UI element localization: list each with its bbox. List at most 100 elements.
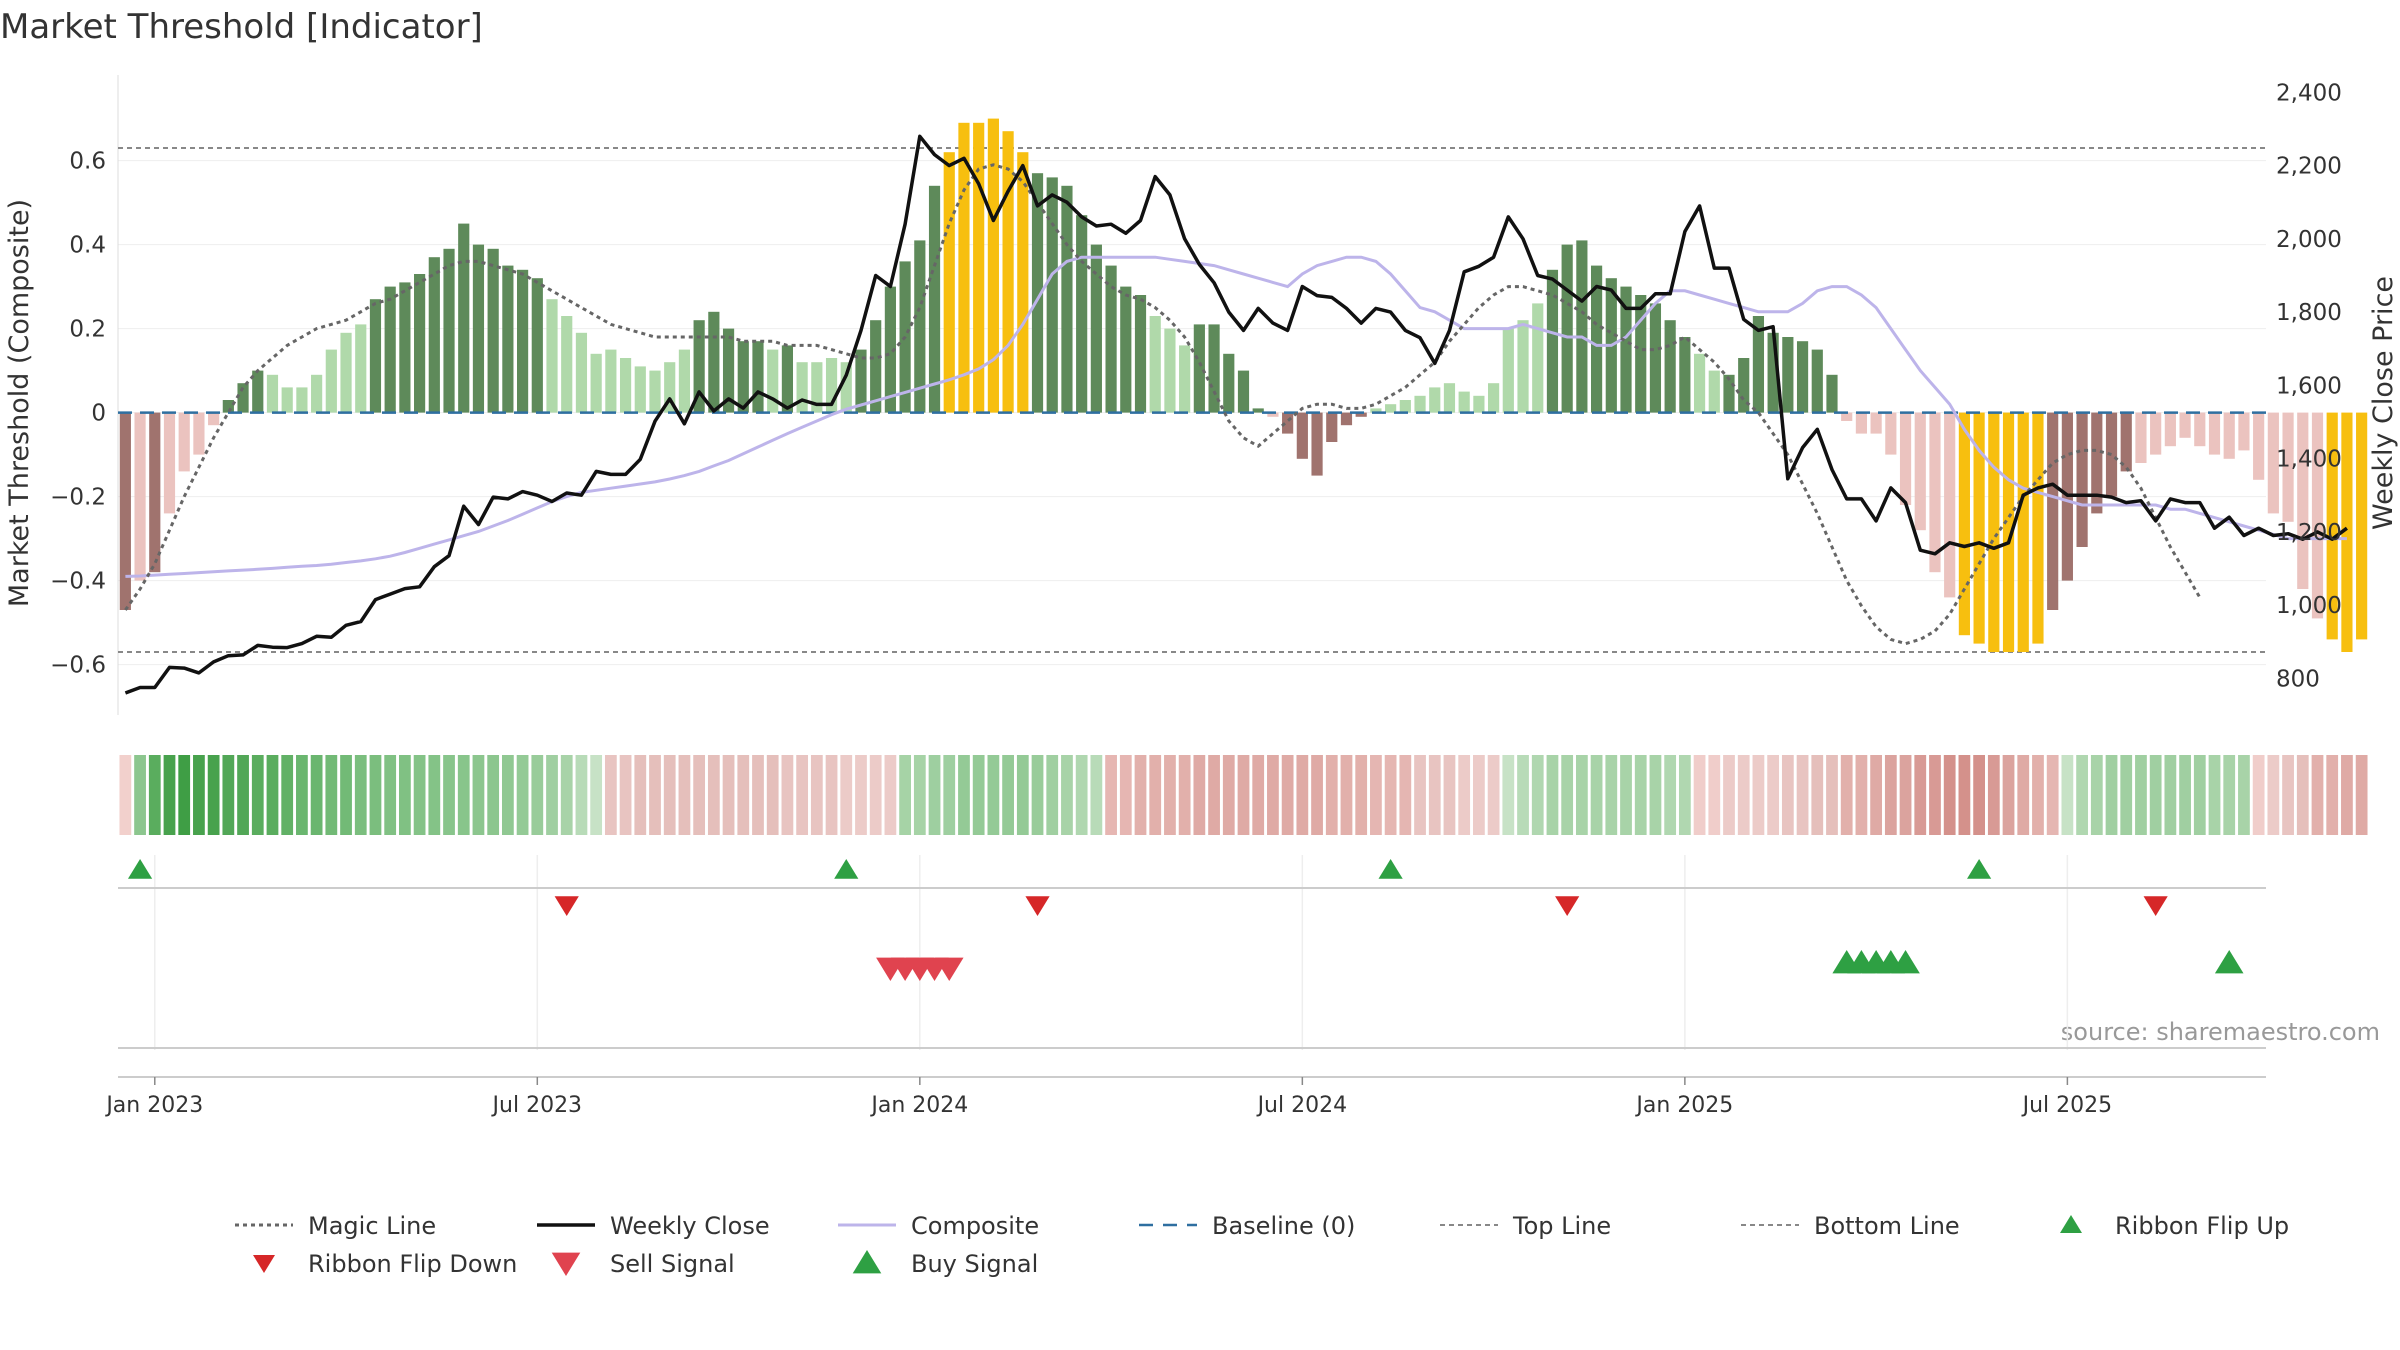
ribbon-cell: [604, 755, 617, 835]
ribbon-cell: [1399, 755, 1412, 835]
ribbon-cell: [296, 755, 308, 835]
ribbon-cell: [1590, 755, 1603, 835]
ribbon-cell: [2267, 755, 2280, 835]
ribbon-cell: [1370, 755, 1382, 835]
ribbon-flip-up-marker: [1967, 859, 1992, 879]
composite-bar: [2341, 412, 2353, 652]
ribbon-cell: [1664, 755, 1677, 835]
composite-bar: [340, 332, 352, 413]
ribbon-cell: [810, 755, 823, 835]
ribbon-cell: [531, 755, 544, 835]
y-tick-label: 0.6: [69, 149, 106, 175]
legend-label: Bottom Line: [1814, 1212, 1960, 1240]
y-tick-label: −0.4: [50, 569, 106, 595]
ribbon-cell: [958, 755, 970, 835]
ribbon-cell: [1929, 755, 1941, 835]
composite-bar: [1561, 244, 1573, 413]
composite-bar: [958, 122, 970, 413]
ribbon-cell: [2164, 755, 2177, 835]
y-tick-label: 0.4: [69, 233, 106, 259]
ribbon-cell: [2296, 755, 2309, 835]
ribbon-cell: [649, 755, 661, 835]
legend-label: Ribbon Flip Up: [2115, 1212, 2289, 1240]
buy-signal-marker: [1891, 950, 1920, 974]
y-tick-label: −0.2: [50, 485, 106, 511]
composite-bar: [472, 244, 485, 413]
composite-bar: [325, 349, 337, 413]
ribbon-cell: [1311, 755, 1323, 835]
composite-bar: [296, 387, 308, 413]
ribbon-cell: [1281, 755, 1294, 835]
ribbon-cell: [678, 755, 691, 835]
ribbon-cell: [722, 755, 735, 835]
ribbon-cell: [119, 755, 132, 835]
ribbon-cell: [1752, 755, 1765, 835]
ribbon-cell: [1561, 755, 1574, 835]
composite-bar: [2032, 412, 2044, 644]
composite-bar: [737, 341, 749, 413]
composite-bar: [987, 118, 999, 413]
ribbon-cell: [340, 755, 352, 835]
y2-tick-label: 1,200: [2276, 520, 2342, 546]
ribbon-cell: [663, 755, 676, 835]
composite-bar: [1414, 395, 1426, 413]
ribbon-cell: [899, 755, 911, 835]
y2-tick-label: 800: [2276, 666, 2320, 692]
composite-bar: [487, 248, 499, 413]
composite-bar: [1914, 412, 1926, 531]
composite-bar: [840, 362, 852, 413]
composite-bar: [1443, 383, 1456, 413]
ribbon-cell: [869, 755, 882, 835]
ribbon-flip-up-marker: [127, 859, 153, 879]
ribbon-cell: [1061, 755, 1073, 835]
composite-bar: [1855, 412, 1868, 434]
composite-bar: [1693, 353, 1706, 413]
ribbon-cell: [501, 755, 514, 835]
ribbon-cell: [1267, 755, 1279, 835]
composite-bar: [2253, 412, 2265, 480]
composite-bar: [2017, 412, 2029, 652]
legend-label: Magic Line: [308, 1212, 436, 1240]
legend-label: Composite: [911, 1212, 1039, 1240]
composite-bar: [1355, 412, 1367, 417]
y2-tick-label: 1,600: [2276, 373, 2342, 399]
ribbon-cell: [369, 755, 382, 835]
composite-bar: [1546, 269, 1559, 413]
composite-bar: [2179, 412, 2191, 438]
composite-bar: [722, 328, 735, 413]
source-label: source: sharemaestro.com: [2061, 1018, 2380, 1046]
composite-bar: [252, 370, 264, 413]
composite-bar: [502, 265, 514, 413]
y2-tick-label: 2,400: [2276, 80, 2342, 106]
ribbon-cell: [457, 755, 470, 835]
ribbon-cell: [2032, 755, 2044, 835]
ribbon-cell: [148, 755, 161, 835]
ribbon-cell: [1428, 755, 1441, 835]
composite-bar: [1944, 412, 1956, 598]
composite-bar: [384, 286, 396, 413]
composite-bar: [134, 412, 146, 581]
y2-axis-label: Weekly Close Price: [2368, 276, 2399, 530]
ribbon-cell: [1340, 755, 1353, 835]
ribbon-cell: [1987, 755, 2000, 835]
composite-bar: [649, 370, 661, 413]
composite-bar: [1252, 408, 1264, 413]
ribbon-cell: [1531, 755, 1544, 835]
ribbon-cell: [840, 755, 853, 835]
ribbon-cell: [1708, 755, 1721, 835]
composite-bar: [2164, 412, 2176, 447]
composite-bar: [1958, 412, 1970, 636]
ribbon-cell: [2105, 755, 2118, 835]
y-axis-label: Market Threshold (Composite): [4, 199, 35, 607]
ribbon-cell: [1767, 755, 1780, 835]
ribbon-cell: [1723, 755, 1735, 835]
composite-bar: [1532, 303, 1544, 413]
composite-bar: [1502, 328, 1514, 413]
composite-bar: [708, 311, 720, 413]
ribbon-cell: [2193, 755, 2206, 835]
composite-bar: [1282, 412, 1294, 434]
composite-bar: [1620, 286, 1632, 413]
composite-bar: [1385, 404, 1397, 413]
composite-bar: [1399, 400, 1411, 413]
ribbon-cell: [1252, 755, 1265, 835]
